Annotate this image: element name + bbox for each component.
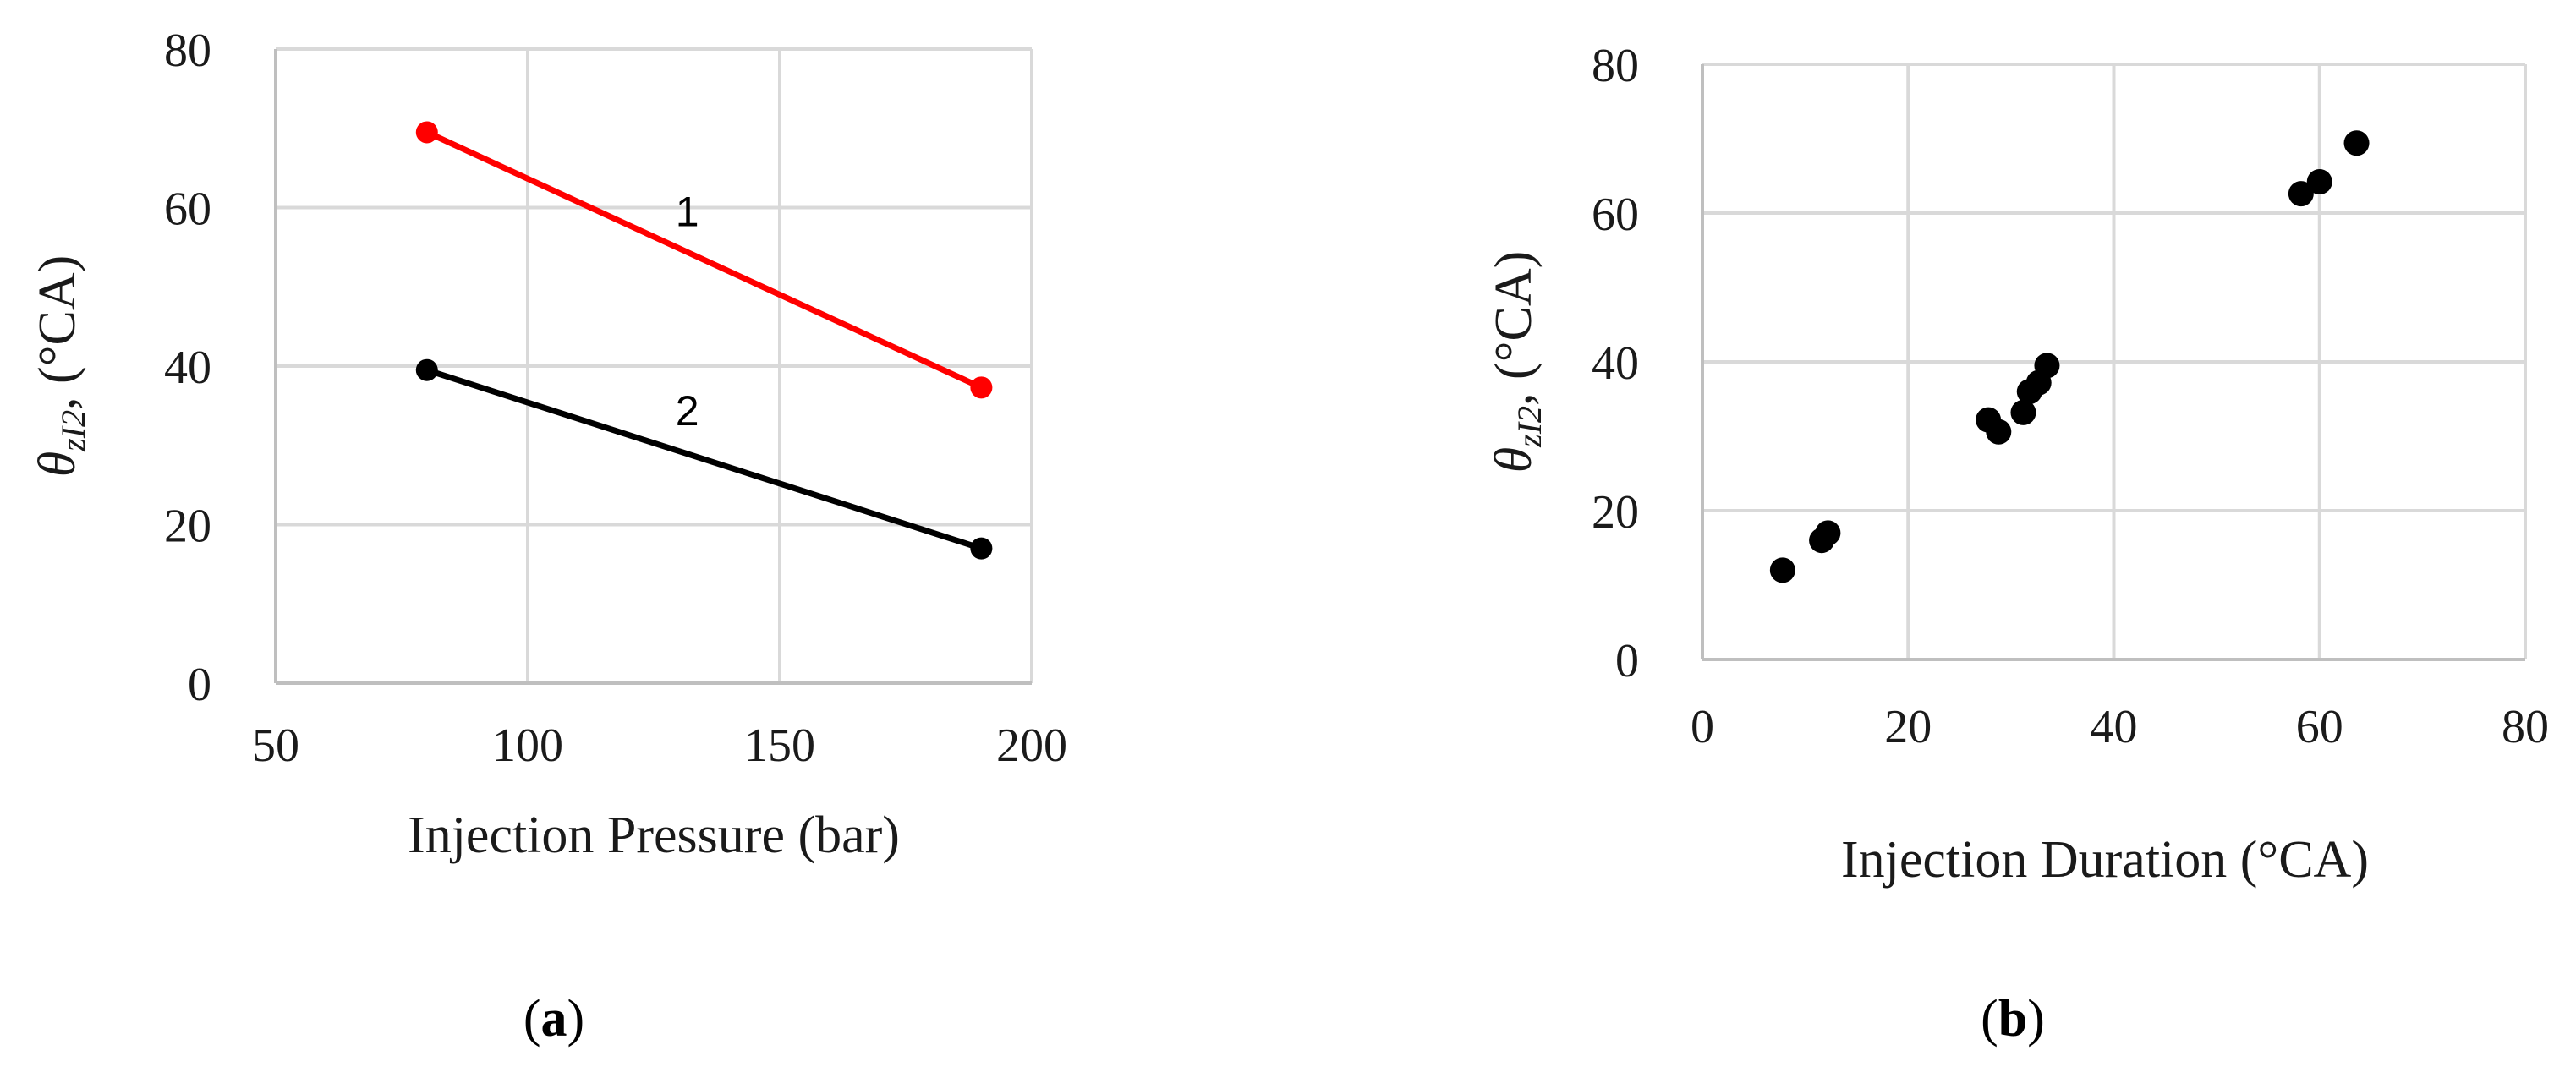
y-tick-label: 80	[164, 25, 211, 77]
y-tick-label: 60	[1592, 189, 1639, 241]
chart-b: 0 20 40 60 80 0 20 40 60 80 Injection Duration (°C…	[1485, 40, 2549, 1048]
panel-label: (b)	[1981, 990, 2045, 1048]
x-axis-title: Injection Duration (°CA)	[1841, 831, 2369, 889]
scatter-point	[2034, 353, 2060, 379]
series-1-point	[970, 376, 993, 399]
scatter-point	[2343, 130, 2370, 156]
x-tick-label: 200	[996, 720, 1067, 772]
x-tick-label: 60	[2296, 701, 2343, 753]
series-2-point	[970, 537, 993, 560]
chart-a: 50 100 150 200 0 20 40 60 80 Injection Pressure (…	[29, 25, 1067, 1048]
scatter-point	[2010, 399, 2036, 425]
scatter-point	[1769, 557, 1795, 583]
y-tick-label: 20	[1592, 486, 1639, 539]
x-tick-label: 150	[744, 720, 815, 772]
y-tick-label: 40	[1592, 337, 1639, 390]
scatter-point	[2306, 169, 2332, 195]
panel-label: (a)	[523, 990, 584, 1048]
series-2-line	[425, 367, 983, 551]
x-tick-label: 20	[1884, 701, 1932, 753]
scatter-point	[2288, 181, 2314, 207]
y-axis-title: θzI2, (°CA)	[1485, 251, 1548, 473]
y-axis-title: θzI2, (°CA)	[29, 255, 92, 478]
y-tick-label: 80	[1592, 40, 1639, 92]
x-tick-label: 80	[2502, 701, 2549, 753]
scatter-point	[1986, 419, 2012, 445]
x-tick-label: 50	[252, 720, 299, 772]
series-1-label: 1	[676, 188, 699, 235]
series-1-point	[415, 121, 438, 144]
series-1-line	[425, 129, 983, 391]
x-axis-title: Injection Pressure (bar)	[408, 807, 900, 864]
y-tick-label: 20	[164, 501, 211, 553]
x-tick-label: 40	[2091, 701, 2138, 753]
scatter-point	[1815, 520, 1841, 546]
series-2-point	[415, 358, 438, 381]
series-2-label: 2	[676, 387, 699, 435]
x-tick-label: 100	[492, 720, 563, 772]
x-tick-label: 0	[1691, 701, 1714, 753]
y-tick-label: 60	[164, 183, 211, 236]
y-tick-label: 0	[188, 659, 211, 711]
y-tick-label: 0	[1615, 635, 1639, 687]
y-tick-label: 40	[164, 342, 211, 394]
